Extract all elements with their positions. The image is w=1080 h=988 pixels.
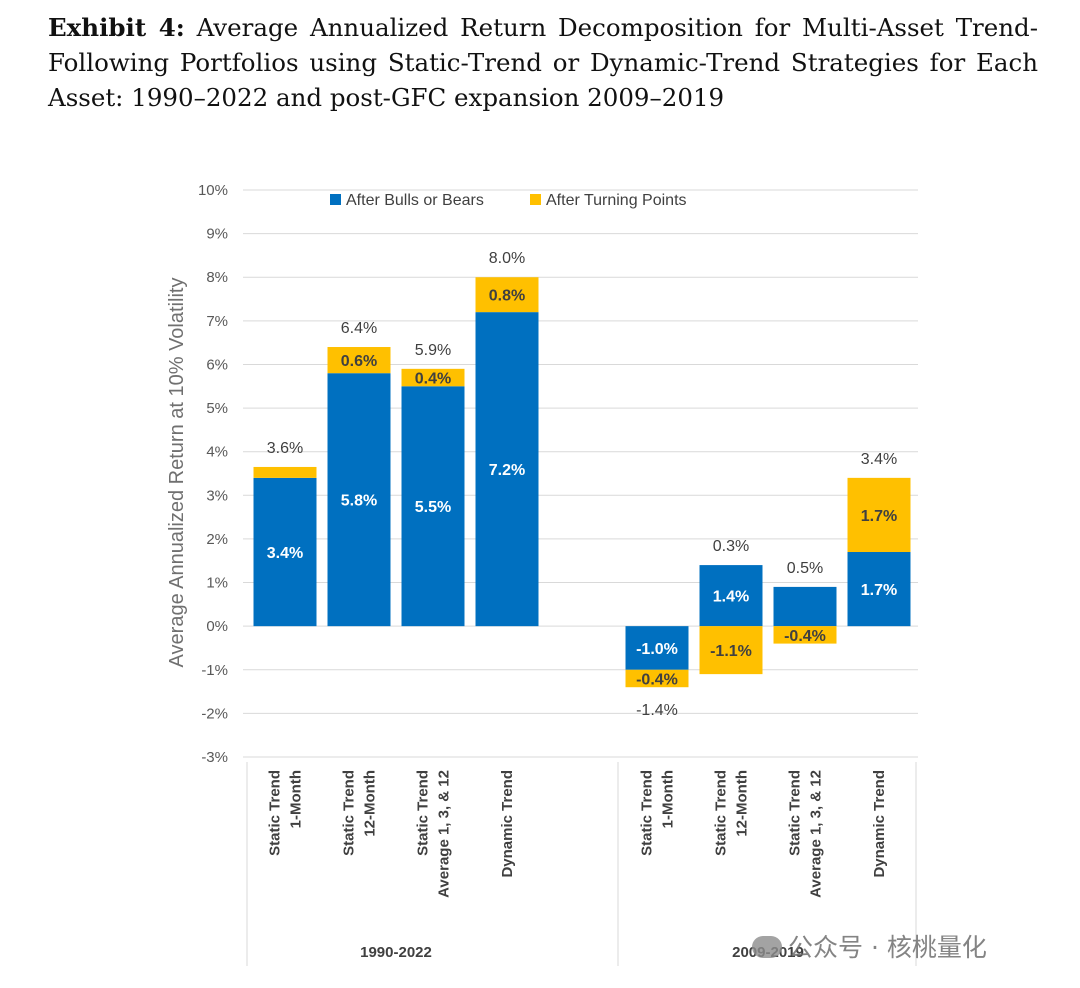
category-label-line: Static Trend bbox=[787, 770, 804, 856]
bar-label-turning: -0.4% bbox=[784, 628, 826, 645]
bar-after-turning-points bbox=[475, 277, 539, 313]
y-tick-label: 8% bbox=[206, 269, 228, 286]
y-tick-label: 0% bbox=[206, 618, 228, 635]
bar-after-bulls-or-bears bbox=[847, 552, 911, 627]
axis-layer: -3% -2% -1% 0% 1% 2% 3% 4% 5% 6% 7% 8% 9% 10% Average … bbox=[166, 182, 917, 966]
category-label-line: Average 1, 3, & 12 bbox=[436, 770, 453, 898]
bar-label-turning: 1.7% bbox=[861, 508, 897, 525]
y-tick-label: 9% bbox=[206, 226, 228, 243]
y-tick-label: 6% bbox=[206, 356, 228, 373]
category-label-line: Dynamic Trend bbox=[499, 770, 516, 878]
bar-after-turning-points bbox=[401, 368, 465, 387]
y-tick-label: 1% bbox=[206, 575, 228, 592]
bar-label-turning: -1.1% bbox=[710, 643, 752, 660]
category-label-line: Average 1, 3, & 12 bbox=[808, 770, 825, 898]
total-label: 3.4% bbox=[861, 451, 897, 468]
bar-after-bulls-or-bears bbox=[475, 312, 539, 627]
caption-label: Exhibit 4: bbox=[48, 13, 185, 42]
bar-after-bulls-or-bears bbox=[625, 626, 689, 670]
category-label-line: Static Trend bbox=[713, 770, 730, 856]
bar-label-bulls: 1.4% bbox=[713, 589, 749, 606]
bar-after-turning-points bbox=[327, 347, 391, 374]
category-label-line: 1-Month bbox=[288, 770, 305, 828]
category-label-line: Static Trend bbox=[639, 770, 656, 856]
bar-after-turning-points bbox=[699, 626, 763, 675]
legend-label: After Bulls or Bears bbox=[346, 192, 484, 209]
total-label: 5.9% bbox=[415, 342, 451, 359]
bar-after-bulls-or-bears bbox=[699, 565, 763, 627]
wechat-icon bbox=[752, 936, 782, 958]
bar-label-turning: 0.4% bbox=[415, 371, 451, 388]
category-label-line: 12-Month bbox=[362, 770, 379, 837]
bar-after-bulls-or-bears bbox=[327, 373, 391, 627]
total-label: 3.6% bbox=[267, 440, 303, 457]
category-label: Dynamic Trend bbox=[871, 770, 888, 878]
bar-label-bulls: 7.2% bbox=[489, 462, 525, 479]
bar-label-turning: -0.4% bbox=[636, 671, 678, 688]
total-label: 6.4% bbox=[341, 320, 377, 337]
bar-label-bulls: 1.7% bbox=[861, 582, 897, 599]
bar-label-bulls: 3.4% bbox=[267, 545, 303, 562]
watermark-text: 公众号 · 核桃量化 bbox=[788, 933, 987, 962]
y-axis-title: Average Annualized Return at 10% Volatil… bbox=[166, 278, 188, 668]
bar-after-turning-points bbox=[253, 466, 317, 478]
legend-swatch bbox=[530, 194, 541, 205]
bar-label-bulls: 5.8% bbox=[341, 493, 377, 510]
total-label: 0.3% bbox=[713, 538, 749, 555]
y-tick-label: 4% bbox=[206, 444, 228, 461]
bar-after-turning-points bbox=[773, 626, 837, 644]
legend: After Bulls or Bears After Turning Points bbox=[330, 192, 687, 209]
figure-caption: Exhibit 4: Average Annualized Return Dec… bbox=[48, 10, 1038, 115]
y-tick-label: 7% bbox=[206, 313, 228, 330]
total-label: -1.4% bbox=[636, 702, 678, 719]
category-label: Static Trend 1-Month bbox=[267, 770, 305, 856]
category-label-line: Static Trend bbox=[341, 770, 358, 856]
total-label: 8.0% bbox=[489, 250, 525, 267]
category-label-line: 12-Month bbox=[734, 770, 751, 837]
category-label-line: Static Trend bbox=[267, 770, 284, 856]
legend-label: After Turning Points bbox=[546, 192, 687, 209]
bar-label-turning: 0.6% bbox=[341, 353, 377, 370]
watermark: 公众号 · 核桃量化 bbox=[752, 928, 987, 964]
legend-swatch bbox=[330, 194, 341, 205]
category-label-line: 1-Month bbox=[660, 770, 677, 828]
y-tick-label: 10% bbox=[198, 182, 228, 199]
y-tick-label: 3% bbox=[206, 487, 228, 504]
category-label: Static Trend 1-Month bbox=[639, 770, 677, 856]
caption-text: Average Annualized Return Decomposition … bbox=[48, 13, 1038, 112]
group-label: 1990-2022 bbox=[360, 944, 432, 961]
grid-layer bbox=[243, 189, 918, 758]
bar-layer bbox=[253, 277, 911, 688]
bar-after-turning-points bbox=[625, 669, 689, 688]
category-label: Dynamic Trend bbox=[499, 770, 516, 878]
bar-after-turning-points bbox=[847, 477, 911, 553]
bar-label-turning: 0.8% bbox=[489, 288, 525, 305]
category-label: Static Trend Average 1, 3, & 12 bbox=[787, 770, 825, 898]
y-tick-label: 2% bbox=[206, 531, 228, 548]
bar-after-bulls-or-bears bbox=[401, 386, 465, 627]
bar-label-bulls: -1.0% bbox=[636, 641, 678, 658]
category-label: Static Trend Average 1, 3, & 12 bbox=[415, 770, 453, 898]
bar-label-bulls: 5.5% bbox=[415, 499, 451, 516]
y-tick-label: -2% bbox=[201, 705, 228, 722]
y-tick-label: 5% bbox=[206, 400, 228, 417]
category-label: Static Trend 12-Month bbox=[713, 770, 751, 856]
category-label-line: Dynamic Trend bbox=[871, 770, 888, 878]
total-label: 0.5% bbox=[787, 560, 823, 577]
bar-after-bulls-or-bears bbox=[253, 477, 317, 627]
category-label-line: Static Trend bbox=[415, 770, 432, 856]
label-layer: 3.4% 3.6% 5.8% 0.6% 6.4% 5.5% 0.4% 5.9% 7.2% 0.8%… bbox=[267, 250, 897, 719]
y-tick-label: -1% bbox=[201, 662, 228, 679]
y-tick-label: -3% bbox=[201, 749, 228, 766]
bar-after-bulls-or-bears bbox=[773, 586, 837, 627]
category-label: Static Trend 12-Month bbox=[341, 770, 379, 856]
